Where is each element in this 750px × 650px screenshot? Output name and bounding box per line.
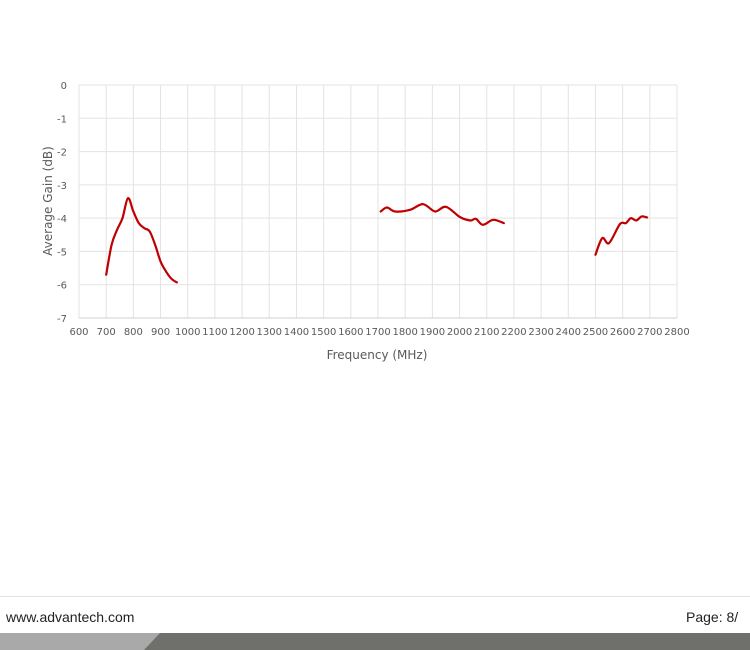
- y-tick-label: -3: [57, 181, 67, 192]
- x-tick-label: 1700: [365, 327, 390, 338]
- gain-chart: 600 700 800 900 1000 1100 1200 1300 1400 1500 1600…: [41, 81, 690, 362]
- x-tick-label: 1600: [338, 327, 363, 338]
- x-tick-label: 2400: [556, 327, 581, 338]
- gain-series-line: [105, 197, 178, 284]
- y-tick-label: -7: [57, 314, 67, 325]
- x-tick-label: 700: [97, 327, 116, 338]
- x-tick-label: 2100: [474, 327, 499, 338]
- x-tick-label: 2000: [447, 327, 472, 338]
- series-lines: [105, 197, 649, 284]
- x-tick-label: 2300: [528, 327, 553, 338]
- y-tick-label: -4: [57, 214, 67, 225]
- x-tick-label: 2800: [664, 327, 689, 338]
- gain-series-line: [594, 215, 649, 256]
- y-tick-label: -1: [57, 114, 67, 125]
- x-tick-label: 900: [151, 327, 170, 338]
- x-tick-label: 1200: [229, 327, 254, 338]
- x-tick-label: 2700: [637, 327, 662, 338]
- footer-url: www.advantech.com: [6, 609, 135, 625]
- x-tick-label: 1300: [257, 327, 282, 338]
- y-tick-label: 0: [61, 81, 67, 92]
- footer-bar-accent: [0, 633, 160, 650]
- x-tick-labels: 600 700 800 900 1000 1100 1200 1300 1400 1500 1600…: [69, 327, 689, 338]
- x-tick-label: 600: [69, 327, 88, 338]
- x-tick-label: 2500: [583, 327, 608, 338]
- x-tick-label: 1000: [175, 327, 200, 338]
- footer-divider: [0, 596, 750, 597]
- gridlines: [78, 84, 678, 319]
- x-tick-label: 1100: [202, 327, 227, 338]
- y-tick-label: -5: [57, 247, 67, 258]
- y-tick-labels: 0 -1 -2 -3 -4 -5 -6 -7: [57, 81, 67, 325]
- x-tick-label: 2200: [501, 327, 526, 338]
- y-tick-label: -6: [57, 281, 67, 292]
- gain-series-line: [379, 203, 505, 226]
- footer-bar: [0, 633, 750, 650]
- x-tick-label: 2600: [610, 327, 635, 338]
- x-tick-label: 1500: [311, 327, 336, 338]
- y-axis-label: Average Gain (dB): [41, 146, 55, 256]
- page-number: Page: 8/: [686, 609, 739, 625]
- x-tick-label: 1400: [284, 327, 309, 338]
- x-tick-label: 800: [124, 327, 143, 338]
- x-tick-label: 1800: [392, 327, 417, 338]
- x-tick-label: 1900: [420, 327, 445, 338]
- y-tick-label: -2: [57, 148, 67, 159]
- x-axis-label: Frequency (MHz): [327, 348, 428, 362]
